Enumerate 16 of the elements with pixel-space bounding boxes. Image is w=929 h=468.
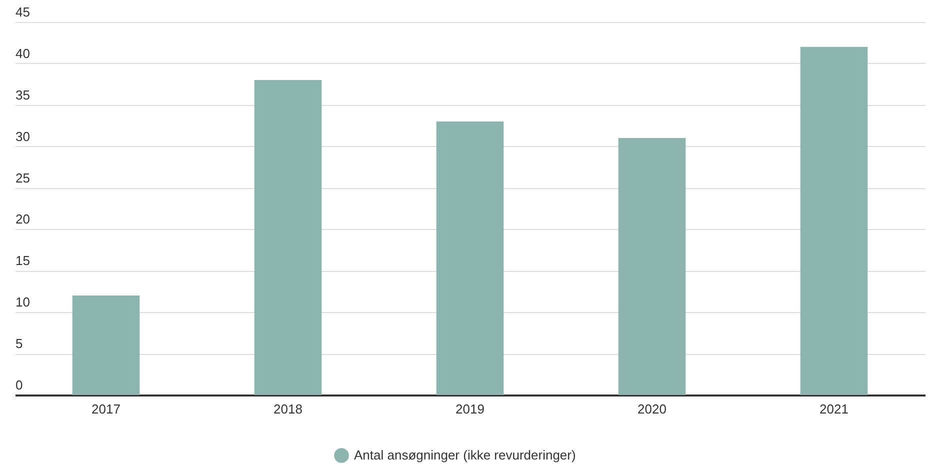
x-tick-label: 2019 xyxy=(456,402,484,416)
y-tick-label: 5 xyxy=(16,336,23,352)
y-tick-label: 20 xyxy=(16,212,30,227)
y-tick-label: 40 xyxy=(16,46,30,61)
y-tick-label: 25 xyxy=(16,170,30,186)
y-tick-label: 45 xyxy=(16,4,30,20)
y-tick-label: 15 xyxy=(16,253,30,268)
x-tick-label: 2017 xyxy=(92,402,120,416)
legend-label: Antal ansøgninger (ikke revurderinger) xyxy=(354,448,576,462)
x-tick-label: 2021 xyxy=(820,402,848,416)
x-tick-label: 2018 xyxy=(274,402,302,416)
y-tick-label: 0 xyxy=(16,378,23,392)
y-tick-label: 35 xyxy=(16,87,30,102)
y-tick-label: 30 xyxy=(16,128,30,144)
y-tick-label: 10 xyxy=(16,294,30,310)
x-tick-label: 2020 xyxy=(638,402,666,416)
